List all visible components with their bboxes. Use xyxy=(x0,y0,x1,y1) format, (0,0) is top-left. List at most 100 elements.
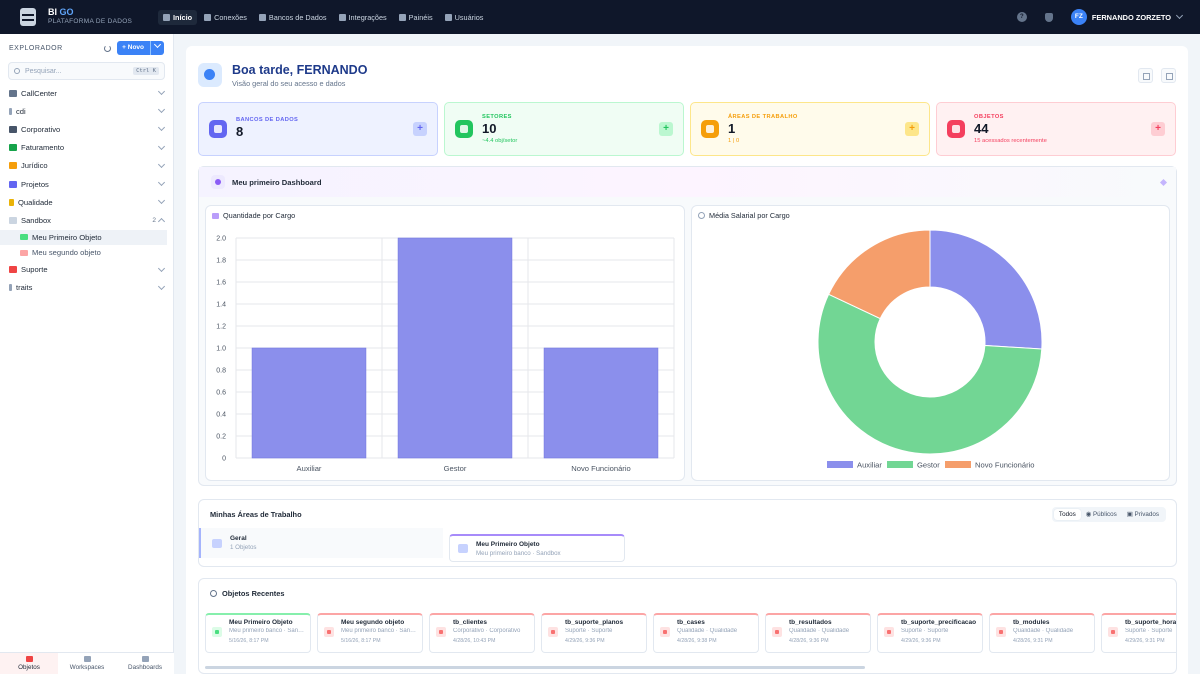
filter-publicos[interactable]: ◉ Públicos xyxy=(1085,511,1117,518)
tree-item-corporativo[interactable]: Corporativo xyxy=(0,120,173,138)
search-input[interactable]: Pesquisar... Ctrl K xyxy=(8,62,165,80)
new-button-label[interactable]: + Novo xyxy=(117,41,151,55)
money-icon xyxy=(9,144,17,152)
donut-slice xyxy=(929,229,1043,350)
tab-dashboards[interactable]: Dashboards xyxy=(116,653,174,674)
folder-icon xyxy=(9,107,12,115)
table-icon xyxy=(20,249,28,256)
user-name[interactable]: FERNANDO ZORZETO xyxy=(1091,12,1171,22)
tree-item-projetos[interactable]: Projetos xyxy=(0,175,173,193)
stat-card-objetos[interactable]: OBJETOS 44 15 acessados recentemente + xyxy=(936,102,1176,156)
tree-child-meu-segundo-objeto[interactable]: Meu segundo objeto xyxy=(0,245,173,261)
add-button[interactable]: + xyxy=(659,122,673,136)
workspaces-section: Minhas Áreas de Trabalho Todos ◉ Público… xyxy=(198,499,1177,567)
tab-label: Workspaces xyxy=(69,664,105,671)
nav-label: Bancos de Dados xyxy=(268,12,327,22)
recent-object-card[interactable]: tb_suporte_planos Suporte · Suporte 4/29/2… xyxy=(541,613,647,653)
expand-icon[interactable] xyxy=(1138,67,1153,83)
nav-paineis[interactable]: Painéis xyxy=(394,10,438,25)
nav-conexoes[interactable]: Conexões xyxy=(199,10,252,25)
nav-integracoes[interactable]: Integrações xyxy=(334,10,392,25)
refresh-icon[interactable] xyxy=(104,44,112,52)
add-button[interactable]: + xyxy=(1151,122,1165,136)
recent-object-card[interactable]: tb_modules Qualidade · Qualidade 4/28/26, … xyxy=(989,613,1095,653)
tab-objetos[interactable]: Objetos xyxy=(0,653,58,674)
object-title: tb_cases xyxy=(677,619,705,626)
chevron-down-icon[interactable] xyxy=(157,178,166,187)
object-title: tb_suporte_horas xyxy=(1125,619,1177,626)
stat-sub: ~4.4 obj/setor xyxy=(482,138,518,144)
recent-object-card[interactable]: tb_suporte_precificacao Suporte · Suporte… xyxy=(877,613,983,653)
recent-object-card[interactable]: Meu segundo objeto Meu primeiro banco · S… xyxy=(317,613,423,653)
tree-label: Sandbox xyxy=(21,215,51,225)
y-tick-label: 2.0 xyxy=(216,236,226,243)
chevron-down-icon[interactable] xyxy=(157,264,166,272)
database-logo-icon xyxy=(20,8,36,26)
clock-icon xyxy=(198,63,222,87)
recent-object-card[interactable]: tb_suporte_horas Suporte · Suporte 4/29/26… xyxy=(1101,613,1177,653)
object-title: tb_suporte_planos xyxy=(565,619,624,626)
chevron-down-icon[interactable] xyxy=(157,160,166,168)
chevron-down-icon[interactable] xyxy=(157,106,166,114)
tree-item-cdi[interactable]: cdi xyxy=(0,102,173,120)
tree-item-suporte[interactable]: Suporte xyxy=(0,261,173,279)
chevron-down-icon[interactable] xyxy=(1175,11,1184,20)
pin-icon[interactable] xyxy=(1159,178,1168,186)
shortcut-hint: Ctrl K xyxy=(133,67,159,75)
stat-card-setores[interactable]: SETORES 10 ~4.4 obj/setor + xyxy=(444,102,684,156)
nav-bancos-de-dados[interactable]: Bancos de Dados xyxy=(254,10,332,25)
stat-card-areas[interactable]: ÁREAS DE TRABALHO 1 1 | 0 + xyxy=(690,102,930,156)
x-tick-label: Novo Funcionário xyxy=(571,464,631,473)
tab-workspaces[interactable]: Workspaces xyxy=(58,653,116,674)
table-icon xyxy=(212,627,222,637)
app-logo[interactable]: BI GO PLATAFORMA DE DADOS xyxy=(20,7,158,27)
tree-child-meu-primeiro-objeto[interactable]: Meu Primeiro Objeto xyxy=(0,229,167,245)
y-tick-label: 1.2 xyxy=(216,324,226,331)
object-sub: Qualidade · Qualidade xyxy=(677,628,738,634)
new-button[interactable]: + Novo xyxy=(117,40,164,55)
recent-object-card[interactable]: tb_cases Qualidade · Qualidade 4/28/26, 9:… xyxy=(653,613,759,653)
main-nav: Início Conexões Bancos de Dados Integraç… xyxy=(158,9,489,25)
recent-object-card[interactable]: tb_clientes Corporativo · Corporativo 4/28… xyxy=(429,613,535,653)
help-icon[interactable]: ? xyxy=(1016,12,1027,22)
workspace-meu-primeiro-objeto[interactable]: Meu Primeiro Objeto Meu primeiro banco · … xyxy=(449,534,625,562)
chevron-down-icon[interactable] xyxy=(157,88,166,96)
chevron-down-icon[interactable] xyxy=(157,142,166,150)
tree-item-faturamento[interactable]: Faturamento xyxy=(0,139,173,157)
nav-inicio[interactable]: Início xyxy=(158,9,198,25)
stat-card-bancos[interactable]: BANCOS DE DADOS 8 + xyxy=(198,102,438,156)
chevron-down-icon[interactable] xyxy=(157,124,166,132)
explorer-tree: CallCenter cdi Corporativo Faturamento J… xyxy=(0,84,173,297)
settings-icon[interactable] xyxy=(1161,67,1176,83)
chevron-down-icon[interactable] xyxy=(157,197,166,205)
recent-object-card[interactable]: Meu Primeiro Objeto Meu primeiro banco · … xyxy=(205,613,311,653)
tree-item-sandbox[interactable]: Sandbox 2 xyxy=(0,211,173,229)
object-sub: Suporte · Suporte xyxy=(565,628,613,634)
horizontal-scrollbar[interactable] xyxy=(205,666,865,669)
folder-icon xyxy=(9,284,12,292)
dashboard-title[interactable]: Meu primeiro Dashboard xyxy=(232,177,322,187)
recent-object-card[interactable]: tb_resultados Qualidade · Qualidade 4/28/2… xyxy=(765,613,871,653)
tree-item-callcenter[interactable]: CallCenter xyxy=(0,84,173,102)
greeting-header: Boa tarde, FERNANDO Visão geral do seu a… xyxy=(198,58,1176,92)
tree-item-juridico[interactable]: Jurídico xyxy=(0,157,173,175)
workspace-geral[interactable]: Geral 1 Objetos xyxy=(199,528,443,558)
chevron-up-icon[interactable] xyxy=(157,218,166,226)
add-button[interactable]: + xyxy=(413,122,427,136)
tree-item-traits[interactable]: traits xyxy=(0,279,173,297)
nav-usuarios[interactable]: Usuários xyxy=(440,10,489,25)
add-button[interactable]: + xyxy=(905,122,919,136)
tab-label: Objetos xyxy=(18,664,40,671)
bell-icon[interactable] xyxy=(1044,12,1053,22)
avatar[interactable]: FZ xyxy=(1070,9,1087,25)
new-dropdown-toggle[interactable] xyxy=(151,40,164,55)
tree-item-qualidade[interactable]: Qualidade xyxy=(0,193,173,211)
workspace-title: Meu Primeiro Objeto xyxy=(476,540,540,548)
y-tick-label: 0.4 xyxy=(216,412,226,419)
filter-todos[interactable]: Todos xyxy=(1053,509,1081,520)
filter-privados[interactable]: ▣ Privados xyxy=(1126,511,1159,518)
tree-label: Projetos xyxy=(21,179,49,189)
x-tick-label: Auxiliar xyxy=(297,464,322,473)
chevron-down-icon[interactable] xyxy=(157,282,166,290)
workspace-title: Geral xyxy=(230,535,247,542)
